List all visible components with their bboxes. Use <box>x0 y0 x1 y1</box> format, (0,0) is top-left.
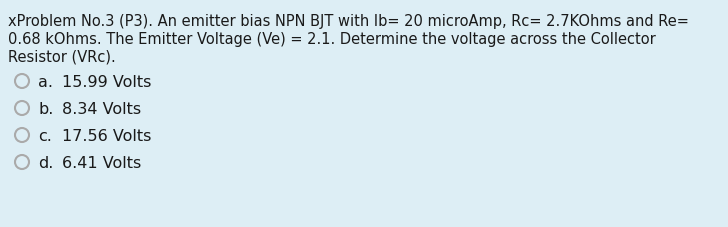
Text: 0.68 kOhms. The Emitter Voltage (Ve) = 2.1. Determine the voltage across the Col: 0.68 kOhms. The Emitter Voltage (Ve) = 2… <box>8 32 656 47</box>
Text: 6.41 Volts: 6.41 Volts <box>62 156 141 171</box>
Text: xProblem No.3 (P3). An emitter bias NPN BJT with Ib= 20 microAmp, Rc= 2.7KOhms a: xProblem No.3 (P3). An emitter bias NPN … <box>8 14 689 29</box>
Text: 15.99 Volts: 15.99 Volts <box>62 75 151 90</box>
Text: Resistor (VRc).: Resistor (VRc). <box>8 50 116 65</box>
Text: d.: d. <box>38 156 53 171</box>
Text: c.: c. <box>38 129 52 144</box>
Text: 8.34 Volts: 8.34 Volts <box>62 102 141 117</box>
Text: a.: a. <box>38 75 53 90</box>
Text: b.: b. <box>38 102 53 117</box>
Text: 17.56 Volts: 17.56 Volts <box>62 129 151 144</box>
